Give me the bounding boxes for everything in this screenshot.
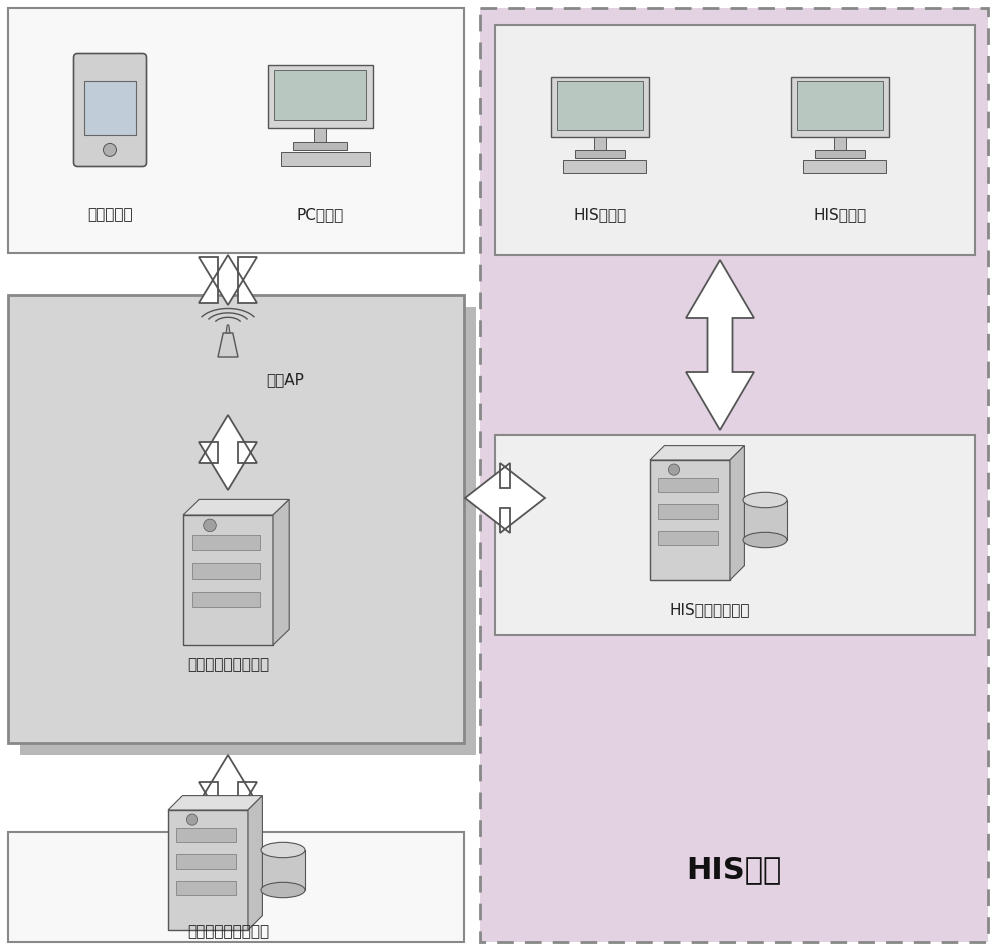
Circle shape [104, 143, 116, 157]
Text: HIS数据库服务器: HIS数据库服务器 [670, 602, 750, 618]
FancyBboxPatch shape [74, 53, 146, 166]
Ellipse shape [743, 532, 787, 548]
Text: HIS工作站: HIS工作站 [813, 207, 867, 222]
Bar [281, 152, 370, 166]
Polygon shape [199, 415, 257, 490]
Circle shape [204, 519, 216, 532]
Ellipse shape [743, 492, 787, 507]
Bar [650, 460, 730, 580]
Polygon shape [218, 333, 238, 357]
Bar [192, 592, 260, 607]
Bar [293, 142, 347, 150]
Bar [176, 828, 236, 843]
Text: 无线护理数据服务器: 无线护理数据服务器 [187, 924, 269, 940]
Text: 无线护理应用服务器: 无线护理应用服务器 [187, 657, 269, 673]
Bar [268, 65, 372, 128]
Bar [803, 161, 886, 173]
Bar [658, 478, 718, 492]
Ellipse shape [261, 843, 305, 858]
Bar [192, 563, 260, 579]
Polygon shape [168, 795, 262, 810]
Bar [797, 82, 883, 130]
Bar [176, 854, 236, 869]
Bar [176, 881, 236, 895]
Polygon shape [199, 755, 257, 830]
Polygon shape [686, 260, 754, 430]
Text: PC工作站: PC工作站 [296, 207, 344, 222]
Text: HIS工作站: HIS工作站 [573, 207, 627, 222]
Bar [8, 832, 464, 942]
Circle shape [668, 464, 680, 475]
Bar [557, 82, 643, 130]
Bar [314, 128, 326, 142]
Bar [563, 161, 646, 173]
Bar [8, 8, 464, 253]
Polygon shape [273, 500, 289, 645]
Polygon shape [199, 255, 257, 305]
Bar [168, 810, 248, 930]
Bar [480, 8, 988, 942]
Bar [20, 307, 476, 755]
Bar [495, 435, 975, 635]
Bar [551, 77, 649, 137]
Bar [183, 515, 273, 645]
Bar [791, 77, 889, 137]
Bar [658, 531, 718, 545]
Bar [743, 500, 787, 540]
Text: 移动工作站: 移动工作站 [87, 207, 133, 222]
Bar [84, 81, 136, 135]
Bar [274, 69, 366, 121]
Polygon shape [183, 500, 289, 515]
Bar [594, 137, 606, 150]
Polygon shape [248, 795, 262, 930]
Ellipse shape [261, 883, 305, 898]
Bar [495, 25, 975, 255]
Bar [480, 8, 988, 942]
Bar [261, 850, 305, 890]
Bar [815, 150, 865, 158]
Bar [575, 150, 625, 158]
Polygon shape [226, 325, 230, 333]
Circle shape [186, 814, 198, 826]
Polygon shape [465, 463, 545, 533]
Bar [8, 295, 464, 743]
Text: 无线AP: 无线AP [266, 372, 304, 388]
Text: HIS系统: HIS系统 [686, 856, 782, 884]
Polygon shape [730, 446, 744, 580]
Bar [834, 137, 846, 150]
Bar [658, 504, 718, 519]
Polygon shape [650, 446, 744, 460]
Bar [192, 535, 260, 550]
